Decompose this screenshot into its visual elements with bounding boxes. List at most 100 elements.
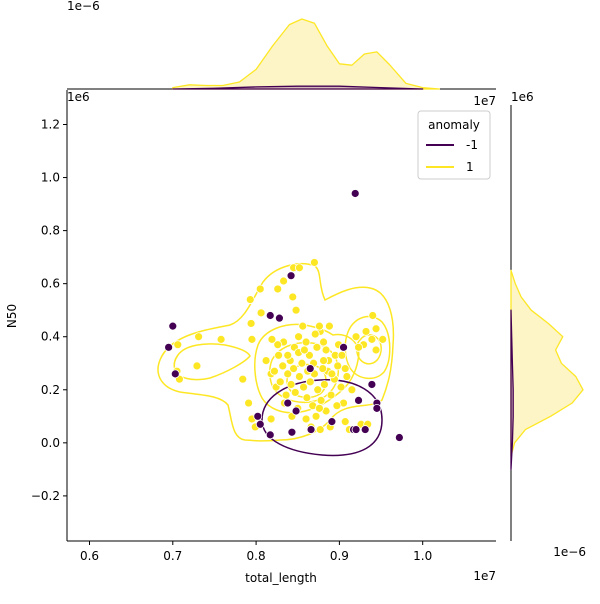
x-axis-label: total_length	[245, 571, 317, 585]
scatter-point-class-minus1	[367, 380, 377, 389]
x-axis-offset-top: 1e7	[473, 94, 496, 108]
scatter-point-class-1	[291, 305, 301, 315]
scatter-point-class-1	[270, 366, 279, 376]
y-axis-label: N50	[5, 304, 19, 328]
scatter-point-class-1	[278, 361, 288, 371]
y-axis-offset: 1e6	[67, 90, 90, 104]
scatter-point-class-1	[294, 332, 303, 342]
scatter-point-class-1	[326, 390, 336, 400]
scatter-points	[164, 189, 404, 442]
y-tick-label: 0.8	[41, 224, 60, 238]
scatter-point-class-1	[313, 385, 323, 395]
scatter-point-class-1	[194, 332, 204, 342]
scatter-point-class-1	[297, 358, 307, 368]
scatter-point-class-1	[289, 364, 298, 373]
main-axes-frame	[66, 90, 496, 542]
scatter-point-class-1	[351, 332, 361, 342]
top-marginal-kde-class-1	[172, 18, 441, 90]
scatter-point-class-minus1	[164, 342, 174, 352]
scatter-point-class-1	[305, 350, 314, 360]
y-tick-label: 1.0	[41, 171, 60, 185]
legend-label-1: 1	[466, 160, 474, 174]
scatter-point-class-minus1	[339, 342, 348, 352]
scatter-point-class-minus1	[306, 425, 316, 434]
scatter-point-class-1	[321, 345, 331, 355]
legend-label-minus1: -1	[466, 138, 478, 152]
scatter-point-class-1	[305, 377, 315, 387]
x-tick-label: 1.0	[413, 549, 432, 563]
scatter-point-class-1	[273, 340, 283, 350]
scatter-point-class-1	[378, 334, 388, 344]
scatter-point-class-1	[261, 356, 271, 366]
scatter-point-class-1	[315, 425, 325, 434]
scatter-point-class-1	[245, 295, 255, 304]
scatter-point-class-minus1	[265, 430, 275, 440]
scatter-point-class-1	[255, 284, 265, 294]
scatter-point-class-1	[256, 308, 266, 318]
scatter-point-class-minus1	[360, 425, 370, 434]
scatter-point-class-minus1	[253, 411, 263, 421]
y-tick-label: 0.6	[41, 277, 60, 291]
scatter-point-class-1	[371, 324, 381, 334]
scatter-point-class-1	[340, 364, 350, 373]
scatter-point-class-1	[275, 377, 285, 387]
scatter-point-class-1	[244, 398, 253, 408]
scatter-point-class-1	[238, 374, 248, 384]
scatter-point-class-1	[301, 337, 311, 347]
x-tick-label: 0.8	[247, 549, 266, 563]
right-marginal-kde-class-minus1	[510, 309, 514, 471]
y-tick-label: 0.4	[41, 330, 60, 344]
scatter-point-class-minus1	[287, 427, 297, 437]
scatter-point-class-1	[312, 342, 322, 352]
kde-contour-class-1-outer	[157, 262, 395, 442]
scatter-point-class-1	[300, 345, 309, 355]
scatter-point-class-minus1	[170, 369, 180, 379]
scatter-point-class-minus1	[354, 395, 363, 405]
scatter-point-class-1	[318, 364, 328, 373]
x-tick-label: 0.7	[163, 549, 182, 563]
scatter-point-class-1	[173, 340, 183, 350]
scatter-point-class-1	[192, 361, 202, 371]
scatter-point-class-1	[295, 372, 304, 381]
right-marginal-kde	[510, 105, 584, 541]
scatter-point-class-1	[367, 334, 377, 344]
x-axis-ticks: 0.6 0.7 0.8 0.9 1.0	[80, 541, 432, 563]
scatter-point-class-minus1	[283, 398, 293, 408]
scatter-point-class-1	[333, 361, 343, 371]
y-tick-label: 0.2	[41, 383, 60, 397]
scatter-point-class-1	[286, 380, 296, 389]
scatter-point-class-1	[337, 350, 347, 360]
scatter-point-class-minus1	[372, 403, 382, 413]
scatter-point-class-minus1	[291, 406, 301, 416]
kde-contour-class-1-mid	[254, 323, 360, 414]
scatter-point-class-1	[315, 403, 324, 413]
scatter-point-class-minus1	[350, 189, 360, 198]
y-tick-label: 0.0	[41, 436, 60, 450]
scatter-point-class-1	[342, 372, 352, 381]
scatter-point-class-1	[332, 401, 342, 411]
scatter-point-class-1	[302, 393, 312, 403]
legend-title: anomaly	[428, 118, 480, 132]
scatter-point-class-1	[246, 319, 256, 328]
scatter-point-class-1	[315, 321, 324, 331]
scatter-point-class-1	[281, 390, 291, 400]
scatter-point-class-1	[310, 258, 319, 267]
top-marginal-offset: 1e−6	[67, 0, 100, 13]
x-tick-label: 0.9	[330, 549, 349, 563]
right-marginal-y-offset: 1e6	[511, 90, 534, 104]
scatter-point-class-1	[319, 380, 329, 389]
scatter-point-class-minus1	[265, 311, 275, 320]
scatter-point-class-1	[354, 342, 363, 352]
scatter-point-class-minus1	[327, 417, 337, 427]
scatter-point-class-1	[273, 284, 283, 294]
scatter-point-class-1	[279, 276, 288, 286]
y-axis-ticks: −0.2 0.0 0.2 0.4 0.6 0.8 1.0 1.2	[31, 117, 67, 503]
scatter-point-class-1	[266, 414, 276, 424]
scatter-point-class-minus1	[305, 364, 315, 373]
legend: anomaly -1 1	[417, 110, 491, 180]
scatter-point-class-1	[295, 263, 304, 273]
scatter-point-class-1	[316, 395, 326, 405]
y-tick-label: 1.2	[41, 117, 60, 131]
y-tick-label: −0.2	[31, 489, 60, 503]
